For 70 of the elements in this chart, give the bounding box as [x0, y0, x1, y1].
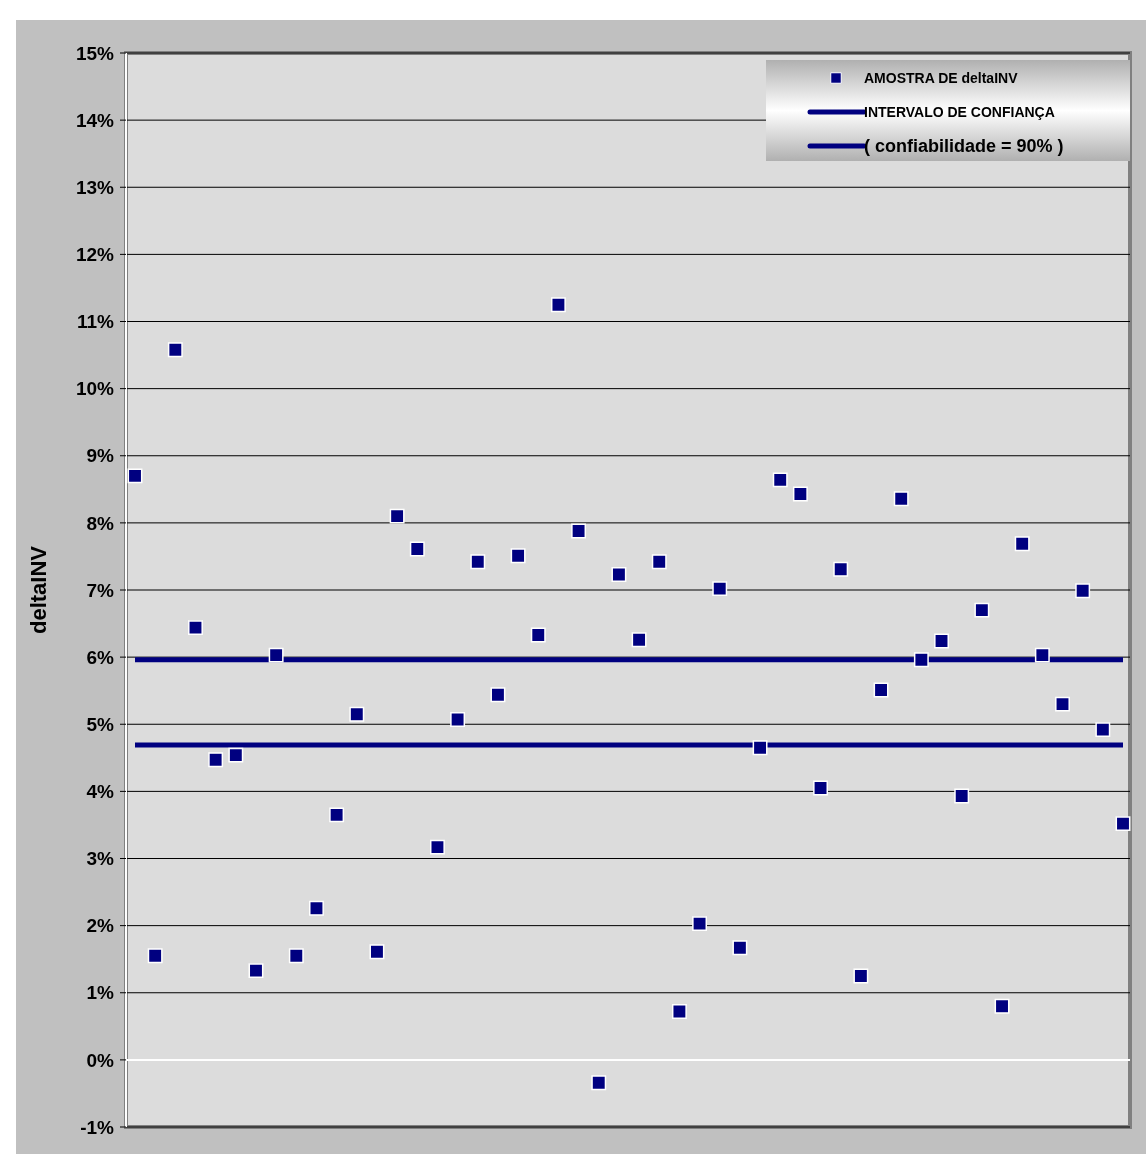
point: [732, 940, 748, 956]
y-axis-title: deltaINV: [26, 545, 51, 635]
point: [591, 1075, 607, 1091]
y-tick-label: 2%: [86, 915, 115, 937]
point: [530, 627, 546, 643]
point: [510, 548, 526, 564]
y-tick-label: 9%: [86, 445, 115, 467]
y-tick-label: 4%: [86, 781, 115, 803]
point: [571, 523, 587, 539]
point: [1075, 583, 1091, 599]
y-tick-label: 10%: [75, 378, 115, 400]
y-tick-label: 3%: [86, 848, 115, 870]
y-tick-label: 6%: [86, 646, 115, 668]
legend-label: AMOSTRA DE deltaINV: [864, 69, 1019, 86]
point: [248, 963, 264, 979]
point: [349, 706, 365, 722]
point: [329, 807, 345, 823]
point: [651, 554, 667, 570]
point: [631, 632, 647, 648]
point: [974, 602, 990, 618]
point: [409, 541, 425, 557]
point: [712, 581, 728, 597]
point: [188, 620, 203, 636]
y-tick-label: 8%: [86, 512, 115, 534]
point: [692, 916, 708, 932]
legend-label: INTERVALO DE CONFIANÇA: [864, 103, 1055, 120]
y-tick-label: 1%: [86, 982, 115, 1004]
point: [470, 554, 486, 570]
point: [228, 747, 244, 763]
point: [1014, 536, 1030, 552]
point: [550, 297, 566, 313]
point: [813, 780, 829, 796]
point: [288, 948, 304, 964]
point: [833, 561, 849, 577]
point: [792, 486, 808, 502]
point: [1115, 816, 1131, 832]
y-tick-label: 11%: [77, 311, 115, 333]
y-tick-label: 15%: [75, 42, 115, 64]
point: [167, 342, 183, 358]
point: [268, 647, 284, 663]
point: [127, 468, 143, 484]
y-tick-label: 5%: [86, 713, 115, 735]
point: [954, 788, 970, 804]
point: [490, 687, 506, 703]
point: [893, 491, 909, 507]
point: [772, 472, 788, 488]
point: [913, 652, 929, 668]
point: [429, 839, 445, 855]
point: [309, 900, 324, 916]
y-tick-label: 7%: [86, 579, 115, 601]
point: [450, 712, 466, 728]
point: [853, 968, 869, 984]
point: [1034, 647, 1050, 663]
point: [671, 1004, 687, 1019]
y-tick-label: 12%: [75, 244, 115, 266]
point: [147, 948, 163, 964]
point: [611, 567, 627, 583]
y-tick-label: 14%: [75, 109, 115, 131]
y-tick-label: 13%: [75, 176, 115, 198]
legend-label: ( confiabilidade = 90% ): [864, 136, 1064, 157]
point: [994, 998, 1010, 1014]
point: [1095, 722, 1111, 738]
point: [934, 633, 949, 649]
point: [752, 740, 768, 756]
y-tick-label: 0%: [86, 1049, 115, 1071]
point: [1055, 696, 1070, 712]
point: [389, 508, 405, 524]
y-tick-label: -1%: [80, 1116, 115, 1138]
point: [208, 752, 224, 768]
point: [369, 944, 385, 960]
